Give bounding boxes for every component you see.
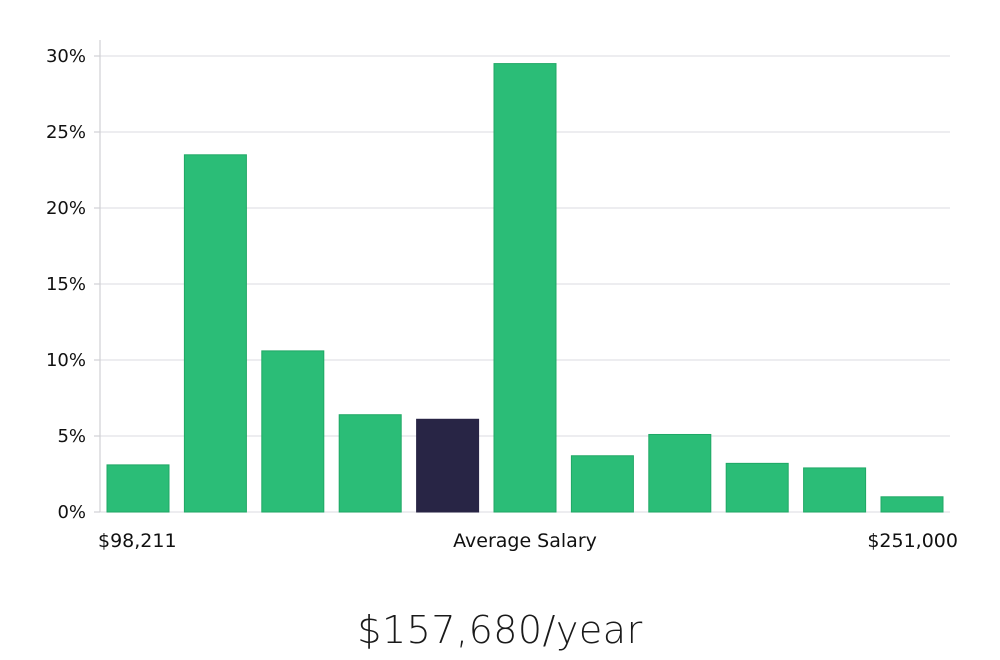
salary-histogram-chart: 0% 5% 10% 15% 20% 25% 30% $98,211 Average Sala… bbox=[46, 40, 958, 552]
y-tick-label: 25% bbox=[46, 122, 86, 143]
y-tick-label: 30% bbox=[46, 46, 86, 67]
bar bbox=[338, 414, 402, 513]
bar bbox=[803, 467, 867, 513]
x-min-label: $98,211 bbox=[98, 530, 177, 552]
bar bbox=[880, 496, 944, 513]
average-salary-value: $157,680/year bbox=[357, 608, 643, 652]
y-tick-label: 5% bbox=[57, 426, 86, 447]
bar bbox=[106, 464, 170, 513]
y-axis-ticks: 0% 5% 10% 15% 20% 25% 30% bbox=[46, 46, 100, 523]
bar bbox=[648, 433, 712, 513]
y-tick-label: 15% bbox=[46, 274, 86, 295]
y-tick-label: 0% bbox=[57, 502, 86, 523]
bars bbox=[106, 63, 944, 513]
bar bbox=[183, 154, 247, 513]
bar bbox=[570, 455, 634, 513]
y-tick-label: 10% bbox=[46, 350, 86, 371]
x-max-label: $251,000 bbox=[867, 530, 958, 552]
y-tick-label: 20% bbox=[46, 198, 86, 219]
bar bbox=[261, 350, 325, 513]
bar bbox=[493, 63, 557, 513]
x-center-label: Average Salary bbox=[453, 530, 597, 552]
bar bbox=[725, 462, 789, 513]
bar-average-salary bbox=[416, 418, 480, 513]
